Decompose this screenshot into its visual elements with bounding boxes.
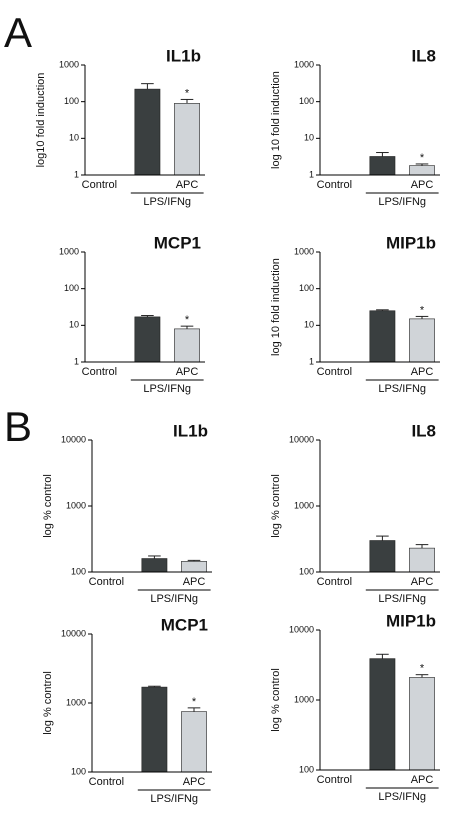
y-tick-label: 10000: [289, 624, 314, 634]
y-tick-label: 10: [304, 133, 314, 143]
chart-title: MIP1b: [386, 233, 436, 252]
bar: [141, 558, 168, 573]
y-tick-label: 1000: [66, 697, 86, 707]
chart-title: IL1b: [166, 46, 201, 65]
bar: [134, 316, 161, 363]
x-tick-label: APC: [411, 576, 434, 588]
y-tick-label: 1000: [294, 694, 314, 704]
panel-label: B: [4, 403, 32, 450]
y-tick-label: 100: [64, 283, 79, 293]
y-tick-label: 10000: [289, 434, 314, 444]
y-tick-label: 1: [74, 169, 79, 179]
group-label: LPS/IFNg: [143, 383, 191, 395]
group-label: LPS/IFNg: [378, 383, 426, 395]
y-tick-label: 100: [71, 766, 86, 776]
panel-label: A: [4, 9, 32, 56]
bar: [134, 88, 161, 176]
group-label: LPS/IFNg: [150, 793, 198, 805]
chart-title: IL1b: [173, 421, 208, 440]
y-tick-label: 100: [299, 96, 314, 106]
y-tick-label: 1000: [59, 59, 79, 69]
y-tick-label: 10: [69, 133, 79, 143]
bar: [369, 540, 396, 573]
x-tick-label: Control: [317, 774, 352, 786]
bar: [409, 318, 435, 363]
y-tick-label: 100: [299, 283, 314, 293]
x-tick-label: Control: [89, 576, 124, 588]
y-tick-label: 1000: [294, 500, 314, 510]
significance: *: [420, 304, 425, 316]
y-tick-label: 1000: [294, 59, 314, 69]
x-tick-label: APC: [183, 776, 206, 788]
x-tick-label: Control: [89, 776, 124, 788]
y-tick-label: 10: [304, 320, 314, 330]
x-tick-label: Control: [317, 576, 352, 588]
y-tick-label: 100: [71, 566, 86, 576]
significance: *: [185, 314, 190, 326]
bar: [181, 711, 207, 773]
y-tick-label: 100: [299, 764, 314, 774]
y-tick-label: 100: [64, 96, 79, 106]
group-label: LPS/IFNg: [150, 593, 198, 605]
x-tick-label: Control: [82, 366, 117, 378]
y-axis-label: log % control: [42, 671, 54, 735]
y-axis-label: log10 fold induction: [35, 73, 47, 168]
significance: *: [420, 152, 425, 164]
chart-title: MIP1b: [386, 611, 436, 630]
bar: [369, 156, 396, 176]
x-tick-label: APC: [176, 366, 199, 378]
y-tick-label: 10000: [61, 434, 86, 444]
x-tick-label: APC: [183, 576, 206, 588]
significance: *: [420, 663, 425, 675]
x-tick-label: APC: [411, 366, 434, 378]
y-axis-label: log % control: [270, 668, 282, 732]
bar: [409, 547, 435, 573]
x-tick-label: APC: [411, 179, 434, 191]
y-tick-label: 10: [69, 320, 79, 330]
bar: [174, 103, 200, 176]
y-axis-label: log % control: [42, 474, 54, 538]
significance: *: [185, 87, 190, 99]
x-tick-label: Control: [82, 179, 117, 191]
y-tick-label: 1000: [59, 246, 79, 256]
bar: [409, 677, 435, 771]
y-tick-label: 10000: [61, 628, 86, 638]
group-label: LPS/IFNg: [378, 196, 426, 208]
bar: [369, 658, 396, 771]
y-axis-label: log 10 fold induction: [270, 71, 282, 169]
x-tick-label: APC: [411, 774, 434, 786]
bar: [141, 686, 168, 773]
significance: *: [192, 696, 197, 708]
x-tick-label: Control: [317, 179, 352, 191]
group-label: LPS/IFNg: [378, 593, 426, 605]
bar: [174, 328, 200, 363]
y-tick-label: 1000: [66, 500, 86, 510]
x-tick-label: APC: [176, 179, 199, 191]
y-axis-label: log % control: [270, 474, 282, 538]
y-tick-label: 1: [74, 356, 79, 366]
bar: [409, 165, 435, 176]
group-label: LPS/IFNg: [378, 791, 426, 803]
y-axis-label: log 10 fold induction: [270, 258, 282, 356]
bar: [181, 561, 207, 573]
y-tick-label: 1: [309, 169, 314, 179]
x-tick-label: Control: [317, 366, 352, 378]
chart-title: MCP1: [161, 615, 208, 634]
y-tick-label: 1000: [294, 246, 314, 256]
chart-title: IL8: [411, 421, 436, 440]
y-tick-label: 100: [299, 566, 314, 576]
chart-title: MCP1: [154, 233, 201, 252]
chart-title: IL8: [411, 46, 436, 65]
group-label: LPS/IFNg: [143, 196, 191, 208]
y-tick-label: 1: [309, 356, 314, 366]
bar: [369, 310, 396, 363]
